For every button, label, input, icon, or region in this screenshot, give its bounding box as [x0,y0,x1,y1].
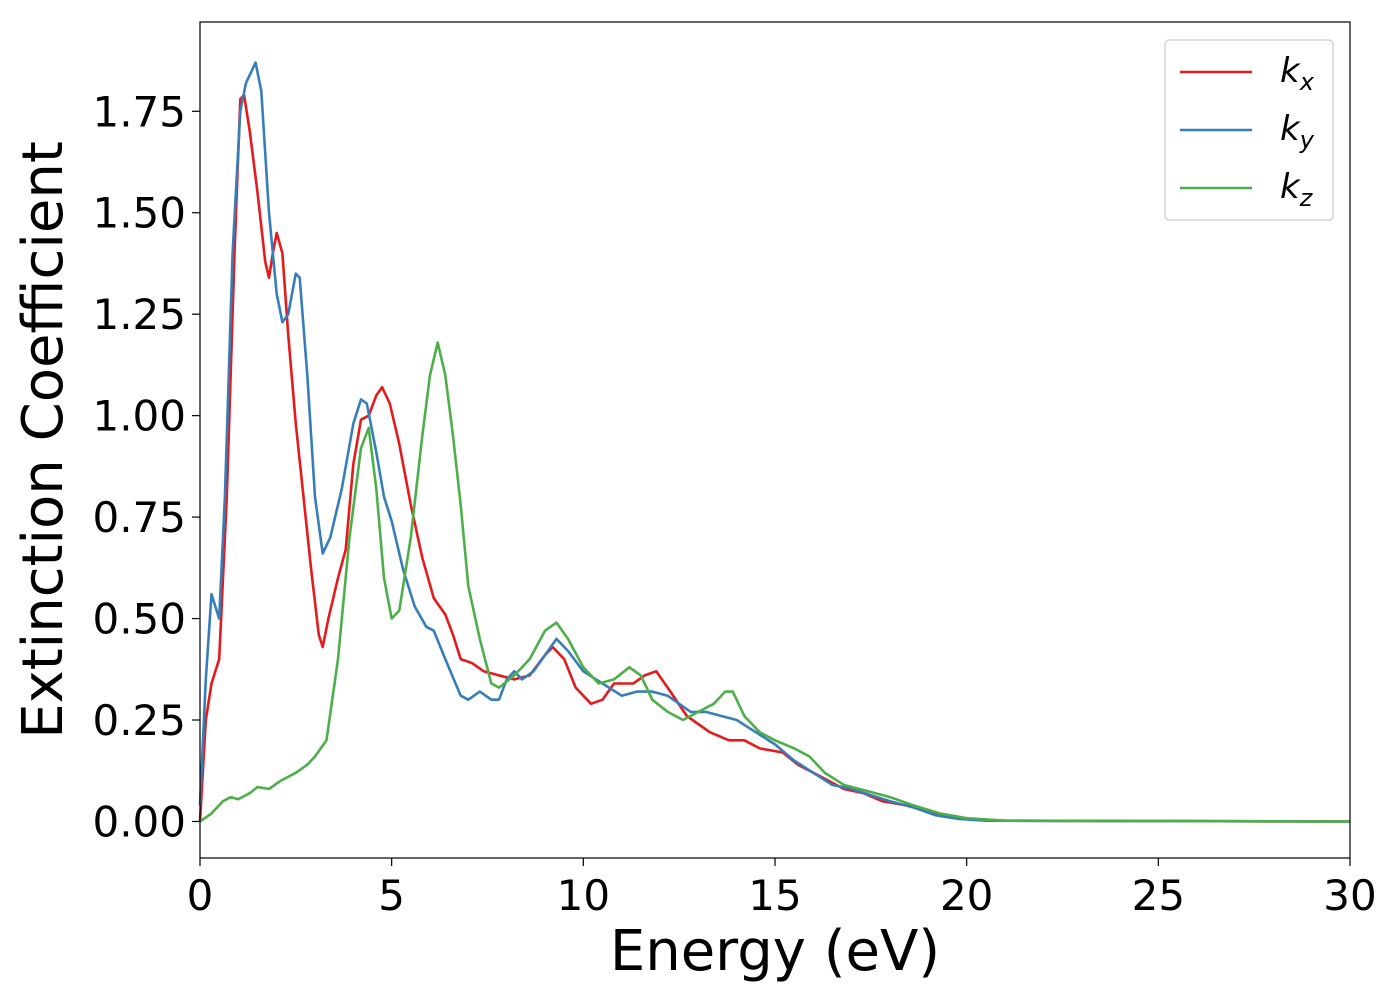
legend-label-ky: ky [1280,109,1315,154]
x-axis-label: Energy (eV) [610,919,940,984]
y-axis: 0.00 0.25 0.50 0.75 1.00 1.25 1.50 1.75 [92,87,200,846]
legend: kx ky kz [1164,39,1334,221]
series-line-kz [199,341,1351,823]
y-tick-label: 0.25 [92,696,186,745]
x-tick-label: 30 [1323,871,1376,920]
y-tick-label: 0.75 [92,493,186,542]
x-tick-label: 10 [557,871,610,920]
x-tick-label: 0 [187,871,214,920]
legend-label-kx: kx [1280,51,1315,96]
x-tick-label: 5 [378,871,405,920]
y-tick-label: 1.50 [92,189,186,238]
legend-label-kz: kz [1280,167,1314,212]
y-tick-label: 0.00 [92,797,186,846]
x-tick-label: 15 [748,871,801,920]
x-tick-label: 20 [940,871,993,920]
series-line-ky [198,61,1351,823]
x-tick-label: 25 [1132,871,1185,920]
x-axis: 0 5 10 15 20 25 30 [187,858,1377,920]
series-layer [198,61,1351,823]
plot-background [200,22,1350,858]
y-axis-label: Extinction Coefficient [11,141,76,739]
y-tick-label: 1.25 [92,290,186,339]
y-tick-label: 1.75 [92,87,186,136]
y-tick-label: 1.00 [92,392,186,441]
y-tick-label: 0.50 [92,595,186,644]
